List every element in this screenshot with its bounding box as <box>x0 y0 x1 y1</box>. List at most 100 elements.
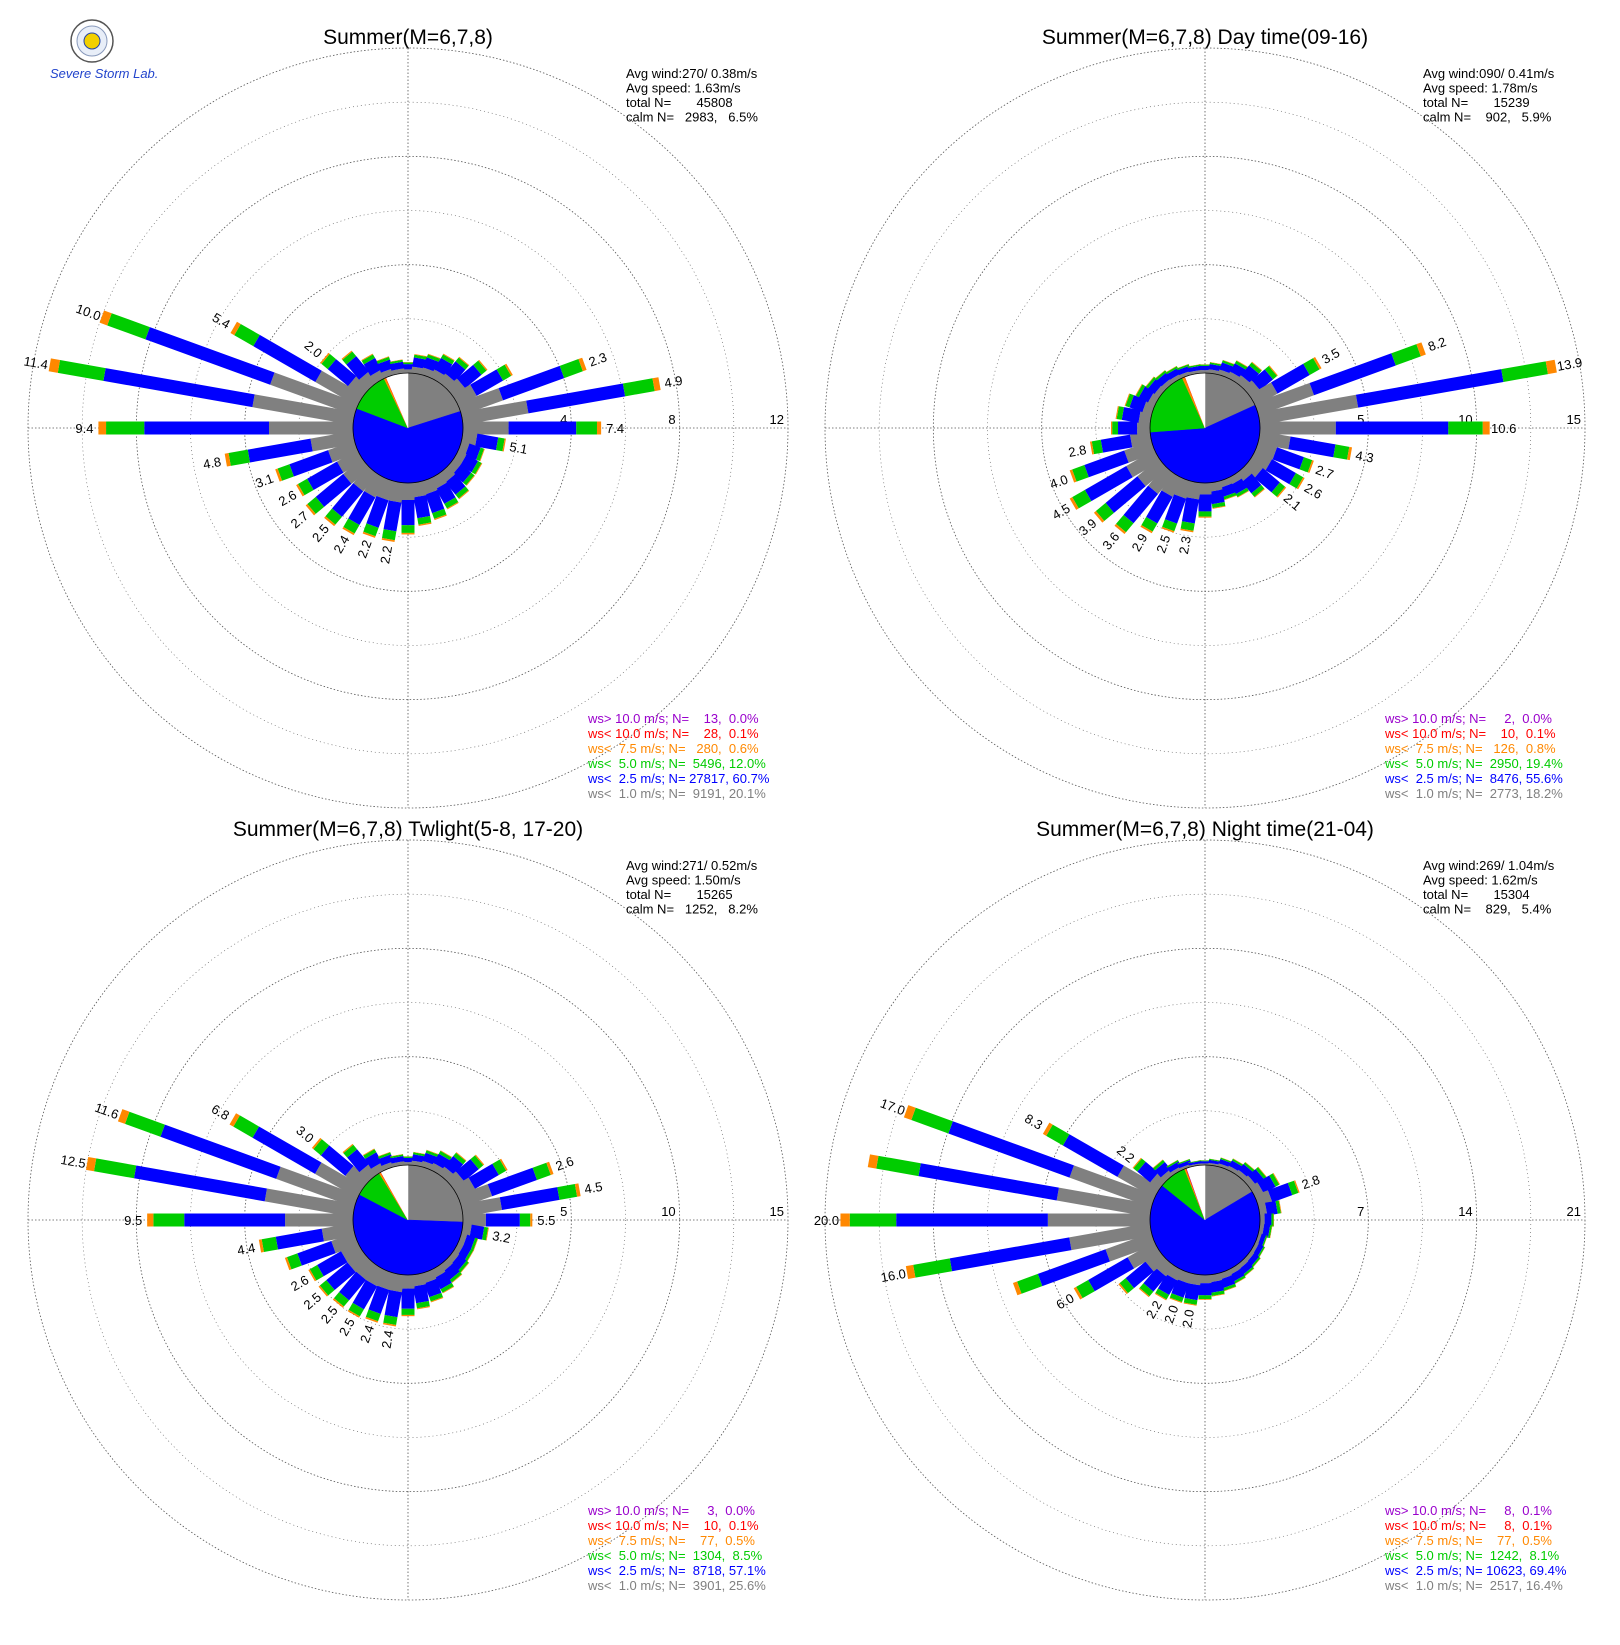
bar-segment <box>913 1258 952 1277</box>
legend-entry-5: ws< 2.5 m/s; N= 8476, 55.6% <box>1384 771 1563 786</box>
bar-value-label: 6.8 <box>209 1101 232 1123</box>
legend-entry-4: ws< 5.0 m/s; N= 5496, 12.0% <box>587 756 766 771</box>
bar-segment <box>153 1214 184 1227</box>
bar-segment <box>911 1108 953 1134</box>
bar-value-label: 9.4 <box>75 421 93 436</box>
bar-value-label: 2.4 <box>357 1323 377 1345</box>
bar-value-label: 2.8 <box>1067 442 1087 460</box>
bar-segment <box>560 359 583 378</box>
bar-value-label: 2.2 <box>377 545 395 565</box>
stats-line-4: calm N= 1252, 8.2% <box>626 902 758 917</box>
bar-segment <box>262 1237 278 1252</box>
bar-value-label: 2.3 <box>1176 535 1194 555</box>
bar-segment <box>402 525 415 533</box>
legend-entry-5: ws< 2.5 m/s; N= 8718, 57.1% <box>587 1563 766 1578</box>
center-pie <box>353 373 463 483</box>
ring-tick-label: 12 <box>770 412 784 427</box>
bar-segment <box>486 1214 520 1227</box>
bar-segment <box>500 1187 560 1210</box>
bar-segment <box>1112 422 1118 435</box>
legend-entry-3: ws< 7.5 m/s; N= 280, 0.6% <box>587 741 759 756</box>
bar-segment <box>402 1309 415 1315</box>
stats-line-3: total N= 15304 <box>1423 887 1530 902</box>
legend-entry-4: ws< 5.0 m/s; N= 1242, 8.1% <box>1384 1548 1560 1563</box>
bar-value-label: 2.5 <box>336 1315 358 1338</box>
stats-line-1: Avg wind:270/ 0.38m/s <box>626 66 758 81</box>
bar-segment <box>1483 422 1490 435</box>
bar-segment <box>509 422 577 435</box>
bar-segment <box>896 1214 1048 1227</box>
bar-value-label: 5.5 <box>537 1213 555 1228</box>
bar-segment <box>1199 494 1212 511</box>
bar-segment <box>1356 369 1504 407</box>
bar-segment <box>402 1315 415 1316</box>
bar-segment <box>1271 1214 1273 1227</box>
bar-value-label: 3.2 <box>491 1228 511 1246</box>
bar-segment <box>106 422 144 435</box>
bar-value-label: 3.6 <box>1099 529 1122 552</box>
logo-text: Severe Storm Lab. <box>50 66 158 81</box>
legend-entry-3: ws< 7.5 m/s; N= 126, 0.8% <box>1384 741 1556 756</box>
bar-segment <box>1111 422 1112 435</box>
stats-line-4: calm N= 2983, 6.5% <box>626 110 758 125</box>
bar-segment <box>248 439 313 463</box>
bar-segment <box>623 378 655 396</box>
bar-segment <box>229 450 250 466</box>
bar-segment <box>402 500 415 525</box>
bar-value-label: 3.5 <box>1319 345 1342 367</box>
bar-segment <box>597 422 601 435</box>
bar-segment <box>1260 422 1336 435</box>
bar-segment <box>1209 1280 1224 1293</box>
bar-value-label: 2.8 <box>1300 1172 1322 1192</box>
bar-value-label: 4.5 <box>1049 501 1072 523</box>
direction-bar-90 <box>463 1214 532 1227</box>
legend-entry-6: ws< 1.0 m/s; N= 2517, 16.4% <box>1384 1578 1563 1593</box>
bar-value-label: 4.4 <box>236 1240 256 1258</box>
stats-line-1: Avg wind:271/ 0.52m/s <box>626 858 758 873</box>
bar-value-label: 20.0 <box>814 1213 839 1228</box>
bar-segment <box>520 1214 530 1227</box>
stats-line-3: total N= 15265 <box>626 887 733 902</box>
bar-value-label: 17.0 <box>878 1096 907 1119</box>
bar-segment <box>58 360 106 381</box>
ring-tick-label: 15 <box>1567 412 1581 427</box>
bar-segment <box>1265 1201 1278 1216</box>
legend-entry-1: ws> 10.0 m/s; N= 13, 0.0% <box>587 711 759 726</box>
bar-segment <box>147 1214 153 1227</box>
direction-bar-90 <box>1260 422 1490 435</box>
bar-segment <box>285 1214 353 1227</box>
direction-bar-270 <box>98 422 353 435</box>
direction-bar-90 <box>463 422 601 435</box>
bar-segment <box>557 1184 577 1200</box>
legend-entry-6: ws< 1.0 m/s; N= 3901, 25.6% <box>587 1578 766 1593</box>
bar-segment <box>103 368 254 407</box>
stats-line-3: total N= 45808 <box>626 95 733 110</box>
bar-value-label: 10.6 <box>1491 421 1516 436</box>
bar-segment <box>950 1237 1072 1271</box>
center-pie <box>1150 1165 1260 1275</box>
legend-entry-6: ws< 1.0 m/s; N= 2773, 18.2% <box>1384 786 1563 801</box>
bar-value-label: 2.5 <box>318 1303 341 1326</box>
legend-entry-2: ws< 10.0 m/s; N= 10, 0.1% <box>1384 726 1556 741</box>
chart-title: Summer(M=6,7,8) <box>323 26 493 49</box>
bar-value-label: 2.0 <box>302 338 325 361</box>
bar-value-label: 2.5 <box>309 521 332 544</box>
chart-title: Summer(M=6,7,8) Night time(21-04) <box>1036 818 1374 841</box>
bar-segment <box>1199 517 1212 518</box>
bar-segment <box>840 1214 849 1227</box>
bar-value-label: 4.5 <box>583 1179 603 1197</box>
bar-value-label: 2.6 <box>288 1272 311 1294</box>
legend-entry-2: ws< 10.0 m/s; N= 28, 0.1% <box>587 726 759 741</box>
bar-segment <box>1199 511 1212 516</box>
stats-line-2: Avg speed: 1.62m/s <box>1423 873 1538 888</box>
legend-entry-4: ws< 5.0 m/s; N= 2950, 19.4% <box>1384 756 1563 771</box>
bar-value-label: 2.7 <box>288 508 311 531</box>
bar-value-label: 4.8 <box>202 454 222 472</box>
bar-segment <box>134 1165 267 1201</box>
bar-value-label: 2.3 <box>587 349 609 369</box>
legend-entry-1: ws> 10.0 m/s; N= 2, 0.0% <box>1384 711 1552 726</box>
chart-title: Summer(M=6,7,8) Day time(09-16) <box>1042 26 1368 49</box>
